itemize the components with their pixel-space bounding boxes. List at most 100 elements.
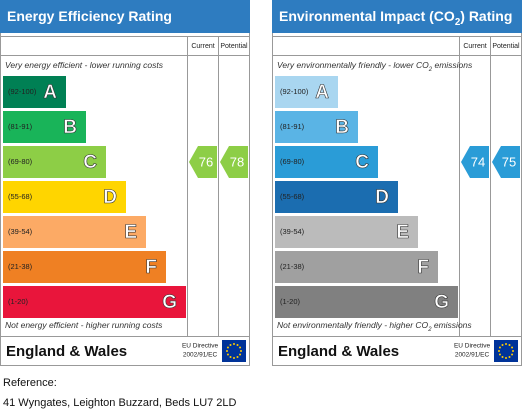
rating-band	[275, 286, 458, 318]
eu-star	[501, 343, 504, 346]
top-note: Very environmentally friendly - lower CO…	[277, 60, 473, 72]
panel-title-part: 2	[455, 17, 461, 28]
bottom-note: Not environmentally friendly - higher CO…	[277, 320, 472, 332]
top-note-part: Very energy efficient - lower running co…	[5, 60, 164, 70]
eu-star	[236, 343, 239, 346]
top-note-part: emissions	[432, 60, 473, 70]
panel-title: Environmental Impact (CO2) Rating	[279, 8, 512, 28]
band-letter: D	[103, 187, 117, 208]
top-note: Very energy efficient - lower running co…	[5, 60, 164, 70]
footer-directive: EU Directive	[454, 343, 491, 350]
band-range: (39-54)	[8, 227, 33, 236]
eu-star	[226, 353, 229, 356]
header-potential: Potential	[492, 43, 520, 50]
band-letter: E	[396, 222, 409, 243]
bottom-note-part: Not environmentally friendly - higher CO	[277, 320, 429, 330]
footer-region: England & Wales	[6, 343, 127, 360]
band-letter: B	[63, 117, 77, 138]
rating-value: 78	[230, 154, 244, 169]
rating-band	[275, 146, 378, 178]
band-range: (21-38)	[8, 262, 33, 271]
eu-star	[226, 346, 229, 349]
band-range: (81-91)	[8, 122, 33, 131]
band-range: (69-80)	[280, 157, 305, 166]
footer-directive: 2002/91/EC	[455, 352, 490, 359]
rating-value: 76	[199, 154, 213, 169]
eu-star	[498, 353, 501, 356]
band-letter: F	[417, 257, 429, 278]
reference-address: 41 Wyngates, Leighton Buzzard, Beds LU7 …	[3, 397, 237, 409]
panel-title-part: Environmental Impact (CO	[279, 8, 455, 24]
eu-flag	[222, 340, 246, 362]
bottom-note-part: 2	[427, 327, 432, 333]
rating-band	[3, 111, 86, 143]
band-letter: C	[355, 152, 369, 173]
top-note-part: 2	[428, 67, 433, 73]
footer-directive: 2002/91/EC	[183, 352, 218, 359]
eu-star	[498, 346, 501, 349]
band-letter: A	[43, 82, 57, 103]
panel-title: Energy Efficiency Rating	[7, 8, 172, 24]
rating-pointer	[220, 146, 248, 178]
eu-star	[226, 350, 228, 352]
title-bar	[0, 0, 250, 33]
top-note-part: Very environmentally friendly - lower CO	[277, 60, 429, 70]
band-range: (1-20)	[280, 297, 301, 306]
panel-title-part: Energy Efficiency Rating	[7, 8, 172, 24]
band-range: (92-100)	[8, 87, 37, 96]
band-range: (55-68)	[8, 192, 33, 201]
rating-pointer	[189, 146, 217, 178]
eu-star	[508, 343, 511, 346]
eu-star	[511, 346, 514, 349]
bottom-note-part: emissions	[432, 320, 473, 330]
panel-title-part: ) Rating	[460, 8, 512, 24]
band-letter: F	[145, 257, 157, 278]
reference-label: Reference:	[3, 377, 57, 389]
eu-star	[498, 350, 500, 352]
footer-region: England & Wales	[278, 343, 399, 360]
footer-directive: EU Directive	[182, 343, 219, 350]
eu-star	[233, 357, 235, 359]
rating-band	[275, 251, 438, 283]
eu-star	[233, 343, 235, 345]
header-current: Current	[191, 43, 214, 50]
band-range: (39-54)	[280, 227, 305, 236]
eu-star	[229, 356, 232, 359]
band-letter: G	[162, 292, 177, 313]
eu-star	[505, 343, 507, 345]
band-letter: E	[124, 222, 137, 243]
rating-band	[3, 76, 66, 108]
rating-value: 75	[502, 154, 516, 169]
band-letter: G	[434, 292, 449, 313]
title-bar	[272, 0, 522, 33]
band-letter: D	[375, 187, 389, 208]
eu-star	[239, 353, 242, 356]
band-letter: B	[335, 117, 349, 138]
rating-band	[3, 286, 186, 318]
bottom-note: Not energy efficient - higher running co…	[5, 320, 163, 330]
rating-band	[275, 181, 398, 213]
bottom-note-part: Not energy efficient - higher running co…	[5, 320, 163, 330]
eu-star	[501, 356, 504, 359]
rating-band	[3, 251, 166, 283]
eu-star	[229, 343, 232, 346]
band-letter: C	[83, 152, 97, 173]
rating-pointer	[492, 146, 520, 178]
eu-star	[511, 353, 514, 356]
rating-band	[3, 216, 146, 248]
rating-band	[3, 146, 106, 178]
eu-star	[236, 356, 239, 359]
rating-band	[275, 111, 358, 143]
eu-star	[239, 346, 242, 349]
eu-star	[505, 357, 507, 359]
rating-pointer	[461, 146, 489, 178]
eu-star	[508, 356, 511, 359]
band-letter: A	[315, 82, 329, 103]
band-range: (69-80)	[8, 157, 33, 166]
header-current: Current	[463, 43, 486, 50]
eu-star	[240, 350, 242, 352]
header-potential: Potential	[220, 43, 248, 50]
band-range: (92-100)	[280, 87, 309, 96]
